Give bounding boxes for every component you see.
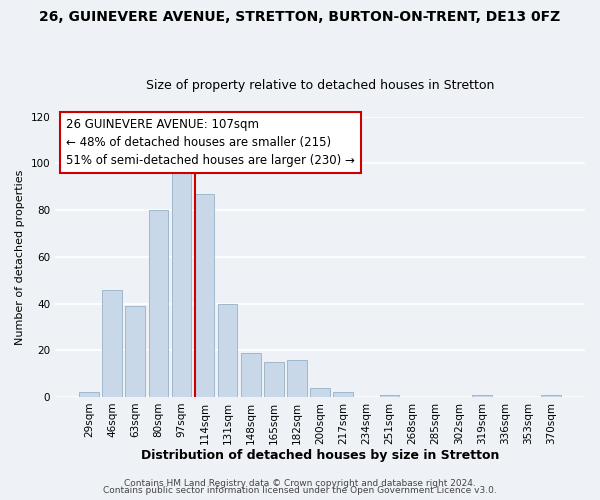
Bar [380, 394, 399, 397]
Title: Size of property relative to detached houses in Stretton: Size of property relative to detached ho… [146, 79, 494, 92]
Bar [472, 394, 491, 397]
Bar [149, 210, 168, 397]
Bar [125, 306, 145, 397]
Bar [218, 304, 238, 397]
Bar [264, 362, 284, 397]
Bar [172, 164, 191, 397]
Text: Contains public sector information licensed under the Open Government Licence v3: Contains public sector information licen… [103, 486, 497, 495]
Y-axis label: Number of detached properties: Number of detached properties [15, 169, 25, 344]
Bar [287, 360, 307, 397]
Bar [334, 392, 353, 397]
Bar [79, 392, 99, 397]
Bar [195, 194, 214, 397]
Text: 26, GUINEVERE AVENUE, STRETTON, BURTON-ON-TRENT, DE13 0FZ: 26, GUINEVERE AVENUE, STRETTON, BURTON-O… [40, 10, 560, 24]
Bar [310, 388, 330, 397]
Text: 26 GUINEVERE AVENUE: 107sqm
← 48% of detached houses are smaller (215)
51% of se: 26 GUINEVERE AVENUE: 107sqm ← 48% of det… [66, 118, 355, 167]
Text: Contains HM Land Registry data © Crown copyright and database right 2024.: Contains HM Land Registry data © Crown c… [124, 478, 476, 488]
Bar [103, 290, 122, 397]
X-axis label: Distribution of detached houses by size in Stretton: Distribution of detached houses by size … [141, 450, 499, 462]
Bar [241, 352, 260, 397]
Bar [541, 394, 561, 397]
